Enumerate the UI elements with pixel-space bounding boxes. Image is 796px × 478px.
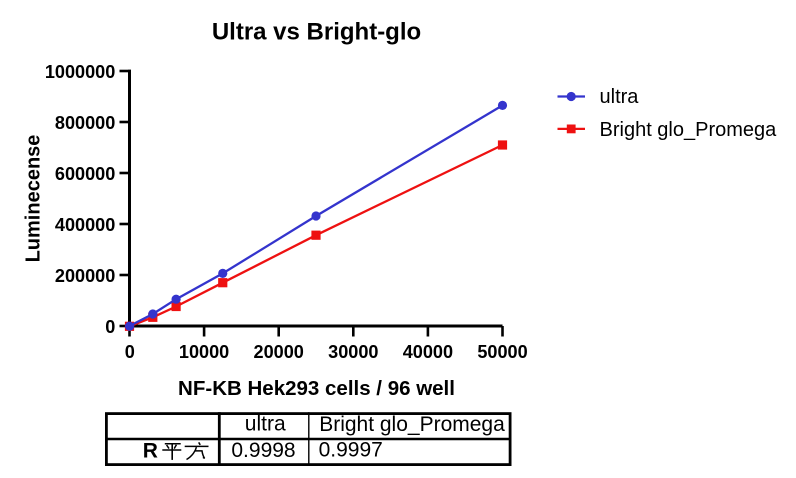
svg-text:40000: 40000	[403, 342, 453, 362]
svg-text:1000000: 1000000	[45, 62, 115, 82]
svg-text:Bright glo_Promega: Bright glo_Promega	[319, 413, 505, 436]
svg-text:10000: 10000	[179, 342, 229, 362]
svg-text:Bright glo_Promega: Bright glo_Promega	[600, 119, 778, 141]
svg-text:0.9997: 0.9997	[319, 439, 383, 462]
svg-text:400000: 400000	[55, 215, 115, 235]
svg-text:Luminecense: Luminecense	[23, 135, 45, 263]
svg-text:ultra: ultra	[600, 86, 640, 108]
svg-text:30000: 30000	[328, 342, 378, 362]
svg-text:600000: 600000	[55, 164, 115, 184]
svg-text:800000: 800000	[55, 113, 115, 133]
svg-text:0: 0	[105, 317, 115, 337]
svg-text:ultra: ultra	[245, 413, 286, 436]
svg-text:0.9998: 0.9998	[231, 439, 295, 462]
svg-text:200000: 200000	[55, 266, 115, 286]
svg-text:0: 0	[125, 342, 135, 362]
svg-text:20000: 20000	[254, 342, 304, 362]
svg-text:NF-KB Hek293 cells / 96 well: NF-KB Hek293 cells / 96 well	[178, 377, 455, 400]
svg-text:Ultra vs Bright-glo: Ultra vs Bright-glo	[212, 19, 421, 46]
svg-text:R: R	[143, 440, 158, 463]
svg-text:50000: 50000	[477, 342, 527, 362]
